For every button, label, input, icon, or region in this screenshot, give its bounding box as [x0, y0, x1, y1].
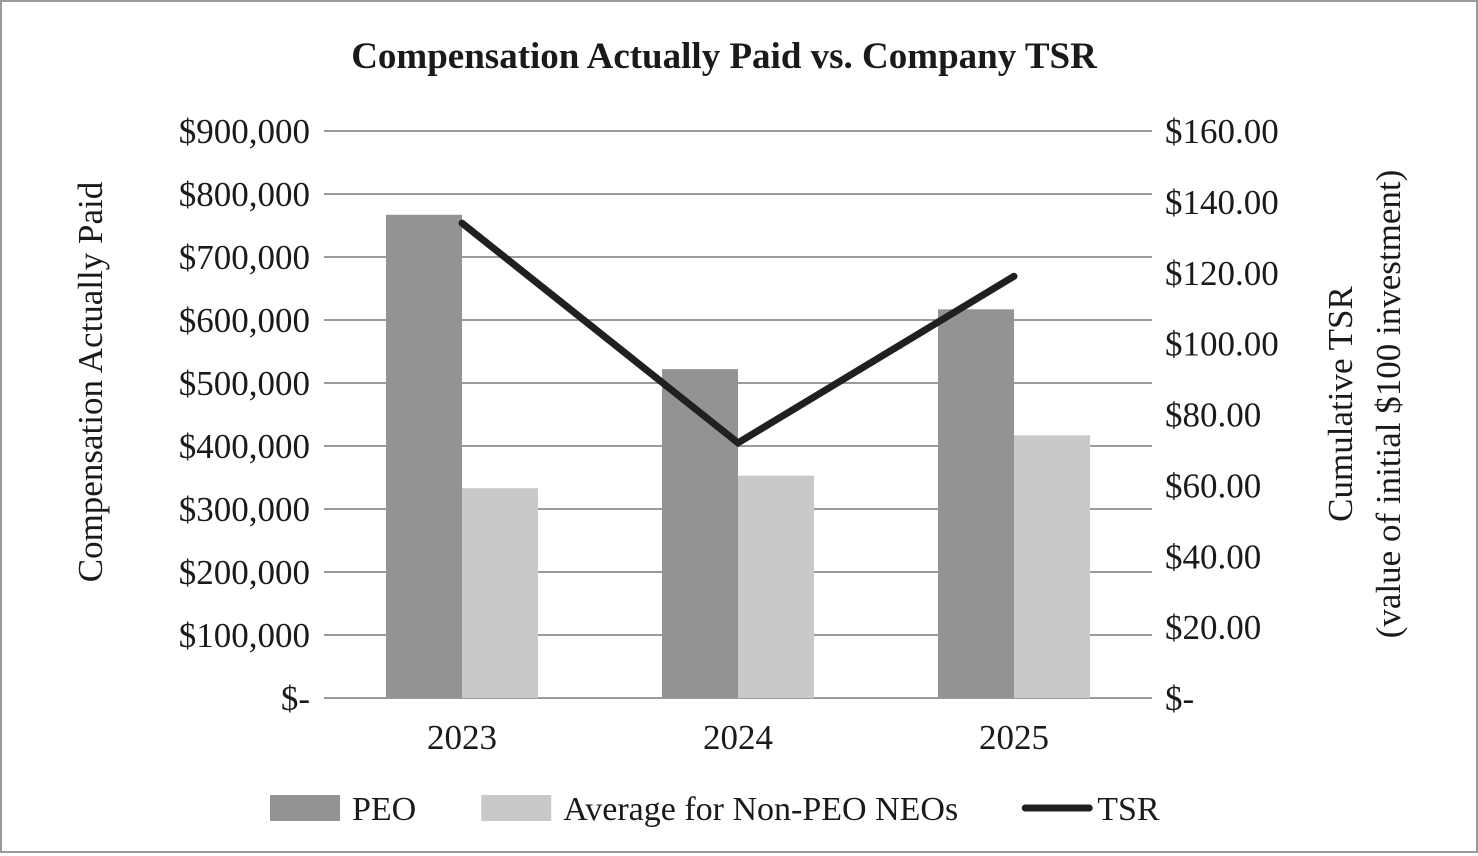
- left-axis-title: Compensation Actually Paid: [71, 181, 110, 582]
- right-axis-ticks: $- $20.00 $40.00 $60.00 $80.00 $100.00 $120.00…: [1165, 112, 1279, 718]
- peo-bar: [938, 309, 1014, 698]
- legend-label: PEO: [352, 791, 416, 828]
- non-peo-neo-bar: [738, 475, 814, 698]
- right-tick-label: $20.00: [1165, 608, 1261, 647]
- non-peo-neo-bar: [462, 488, 538, 698]
- left-tick-label: $500,000: [179, 364, 310, 403]
- legend-swatch: [270, 795, 340, 821]
- x-tick-label: 2025: [979, 718, 1049, 757]
- left-tick-label: $-: [281, 679, 310, 718]
- right-tick-label: $100.00: [1165, 325, 1279, 364]
- left-tick-label: $700,000: [179, 238, 310, 277]
- x-axis-ticks: 2023 2024 2025: [427, 718, 1049, 757]
- tsr-line: [458, 219, 1018, 448]
- left-tick-label: $800,000: [179, 175, 310, 214]
- x-tick-label: 2023: [427, 718, 497, 757]
- right-tick-label: $120.00: [1165, 254, 1279, 293]
- legend-label: Average for Non-PEO NEOs: [563, 791, 958, 828]
- left-tick-label: $900,000: [179, 112, 310, 151]
- left-tick-label: $100,000: [179, 616, 310, 655]
- right-tick-label: $40.00: [1165, 537, 1261, 576]
- right-axis-title-line2: (value of initial $100 investment): [1369, 170, 1408, 639]
- tsr-line-group: [458, 219, 1018, 448]
- chart-title: Compensation Actually Paid vs. Company T…: [351, 36, 1098, 77]
- left-tick-label: $600,000: [179, 301, 310, 340]
- peo-bar: [662, 369, 738, 698]
- legend-swatch: [481, 795, 552, 821]
- right-tick-label: $-: [1165, 679, 1194, 718]
- x-tick-label: 2024: [703, 718, 773, 757]
- bars: [386, 214, 1090, 699]
- non-peo-neo-bar: [1014, 435, 1090, 698]
- left-tick-label: $300,000: [179, 490, 310, 529]
- left-axis-ticks: $- $100,000 $200,000 $300,000 $400,000 $500,0…: [179, 112, 310, 718]
- left-tick-label: $400,000: [179, 427, 310, 466]
- legend-label: TSR: [1097, 791, 1160, 828]
- legend: PEO Average for Non-PEO NEOs TSR: [270, 791, 1160, 828]
- peo-bar: [386, 214, 462, 699]
- right-tick-label: $140.00: [1165, 183, 1279, 222]
- right-tick-label: $60.00: [1165, 466, 1261, 505]
- right-axis-title-line1: Cumulative TSR: [1321, 286, 1360, 522]
- right-tick-label: $160.00: [1165, 112, 1279, 151]
- left-tick-label: $200,000: [179, 553, 310, 592]
- right-tick-label: $80.00: [1165, 396, 1261, 435]
